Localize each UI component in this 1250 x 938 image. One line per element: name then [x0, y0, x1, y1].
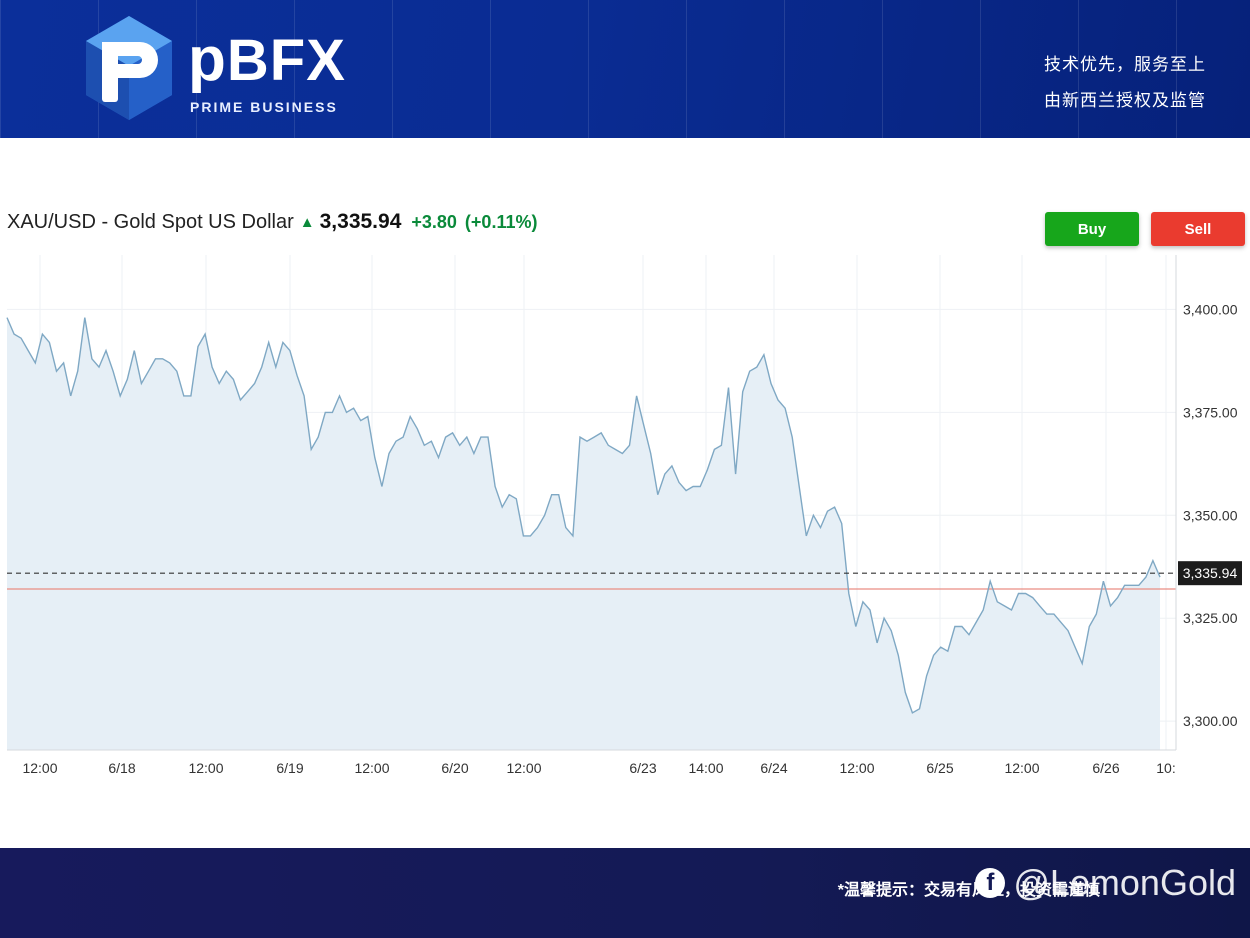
- x-tick-label: 12:00: [354, 760, 389, 776]
- y-tick-label: 3,300.00: [1183, 713, 1238, 729]
- x-tick-label: 6/18: [108, 760, 135, 776]
- y-tick-label: 3,400.00: [1183, 301, 1238, 317]
- current-price: 3,335.94: [319, 210, 402, 233]
- x-tick-label: 6/24: [760, 760, 787, 776]
- risk-warning-text: *温馨提示：交易有风险，投资需谨慎: [837, 882, 1100, 899]
- x-axis-ticks: 12:00 6/18 12:00 6/19 12:00 6/20 12:00 6/23 14:0…: [22, 760, 1175, 776]
- x-tick-label: 12:00: [506, 760, 541, 776]
- sell-button[interactable]: Sell: [1151, 212, 1245, 246]
- brand-text: BFX: [226, 28, 346, 93]
- header-banner: pBFX PRIME BUSINESS 技术优先，服务至上 由新西兰授权及监管: [0, 0, 1250, 138]
- x-tick-label: 12:00: [839, 760, 874, 776]
- brand-name: pBFX: [188, 28, 346, 93]
- x-tick-label: 6/23: [629, 760, 656, 776]
- price-area-fill: [7, 317, 1160, 750]
- brand-subtitle: PRIME BUSINESS: [190, 99, 338, 115]
- x-tick-label: 14:00: [688, 760, 723, 776]
- brand-p-glyph: p: [188, 25, 227, 94]
- header-grid-pattern: [0, 0, 1250, 138]
- watermark-text: @LemonGold: [1013, 862, 1236, 903]
- buy-button[interactable]: Buy: [1045, 212, 1139, 246]
- footer-banner: *温馨提示：交易有风险，投资需谨慎 f @LemonGold: [0, 848, 1250, 938]
- last-price-tag: 3,335.94: [1178, 561, 1242, 586]
- pbfx-logo-icon: [86, 16, 172, 120]
- x-tick-label: 6/19: [276, 760, 303, 776]
- y-tick-label: 3,375.00: [1183, 404, 1238, 420]
- x-tick-label: 12:00: [1004, 760, 1039, 776]
- watermark: f @LemonGold: [975, 862, 1236, 904]
- price-chart[interactable]: 3,300.00 3,325.00 3,350.00 3,375.00 3,400.00…: [0, 255, 1250, 795]
- x-tick-label: 12:00: [188, 760, 223, 776]
- x-tick-label: 10:: [1156, 760, 1175, 776]
- y-tick-label: 3,350.00: [1183, 507, 1238, 523]
- y-tick-label: 3,325.00: [1183, 610, 1238, 626]
- y-axis-ticks: 3,300.00 3,325.00 3,350.00 3,375.00 3,400.00: [1183, 301, 1238, 729]
- x-tick-label: 12:00: [22, 760, 57, 776]
- price-line: [6, 317, 1161, 714]
- slogan-line-2: 由新西兰授权及监管: [1044, 91, 1206, 110]
- price-change: +3.80: [411, 211, 457, 232]
- quote-header: XAU/USD - Gold Spot US Dollar ▲ 3,335.94…: [7, 210, 537, 234]
- x-tick-label: 6/25: [926, 760, 953, 776]
- x-tick-label: 6/26: [1092, 760, 1119, 776]
- up-arrow-icon: ▲: [299, 213, 315, 231]
- price-change-percent: (+0.11%): [464, 211, 538, 232]
- symbol-title: XAU/USD - Gold Spot US Dollar: [7, 210, 294, 233]
- last-price-tag-bg: [1178, 561, 1242, 586]
- facebook-icon: f: [975, 868, 1006, 898]
- x-tick-label: 6/20: [441, 760, 468, 776]
- slogan-line-1: 技术优先，服务至上: [1044, 55, 1206, 74]
- last-price-tag-label: 3,335.94: [1183, 565, 1238, 581]
